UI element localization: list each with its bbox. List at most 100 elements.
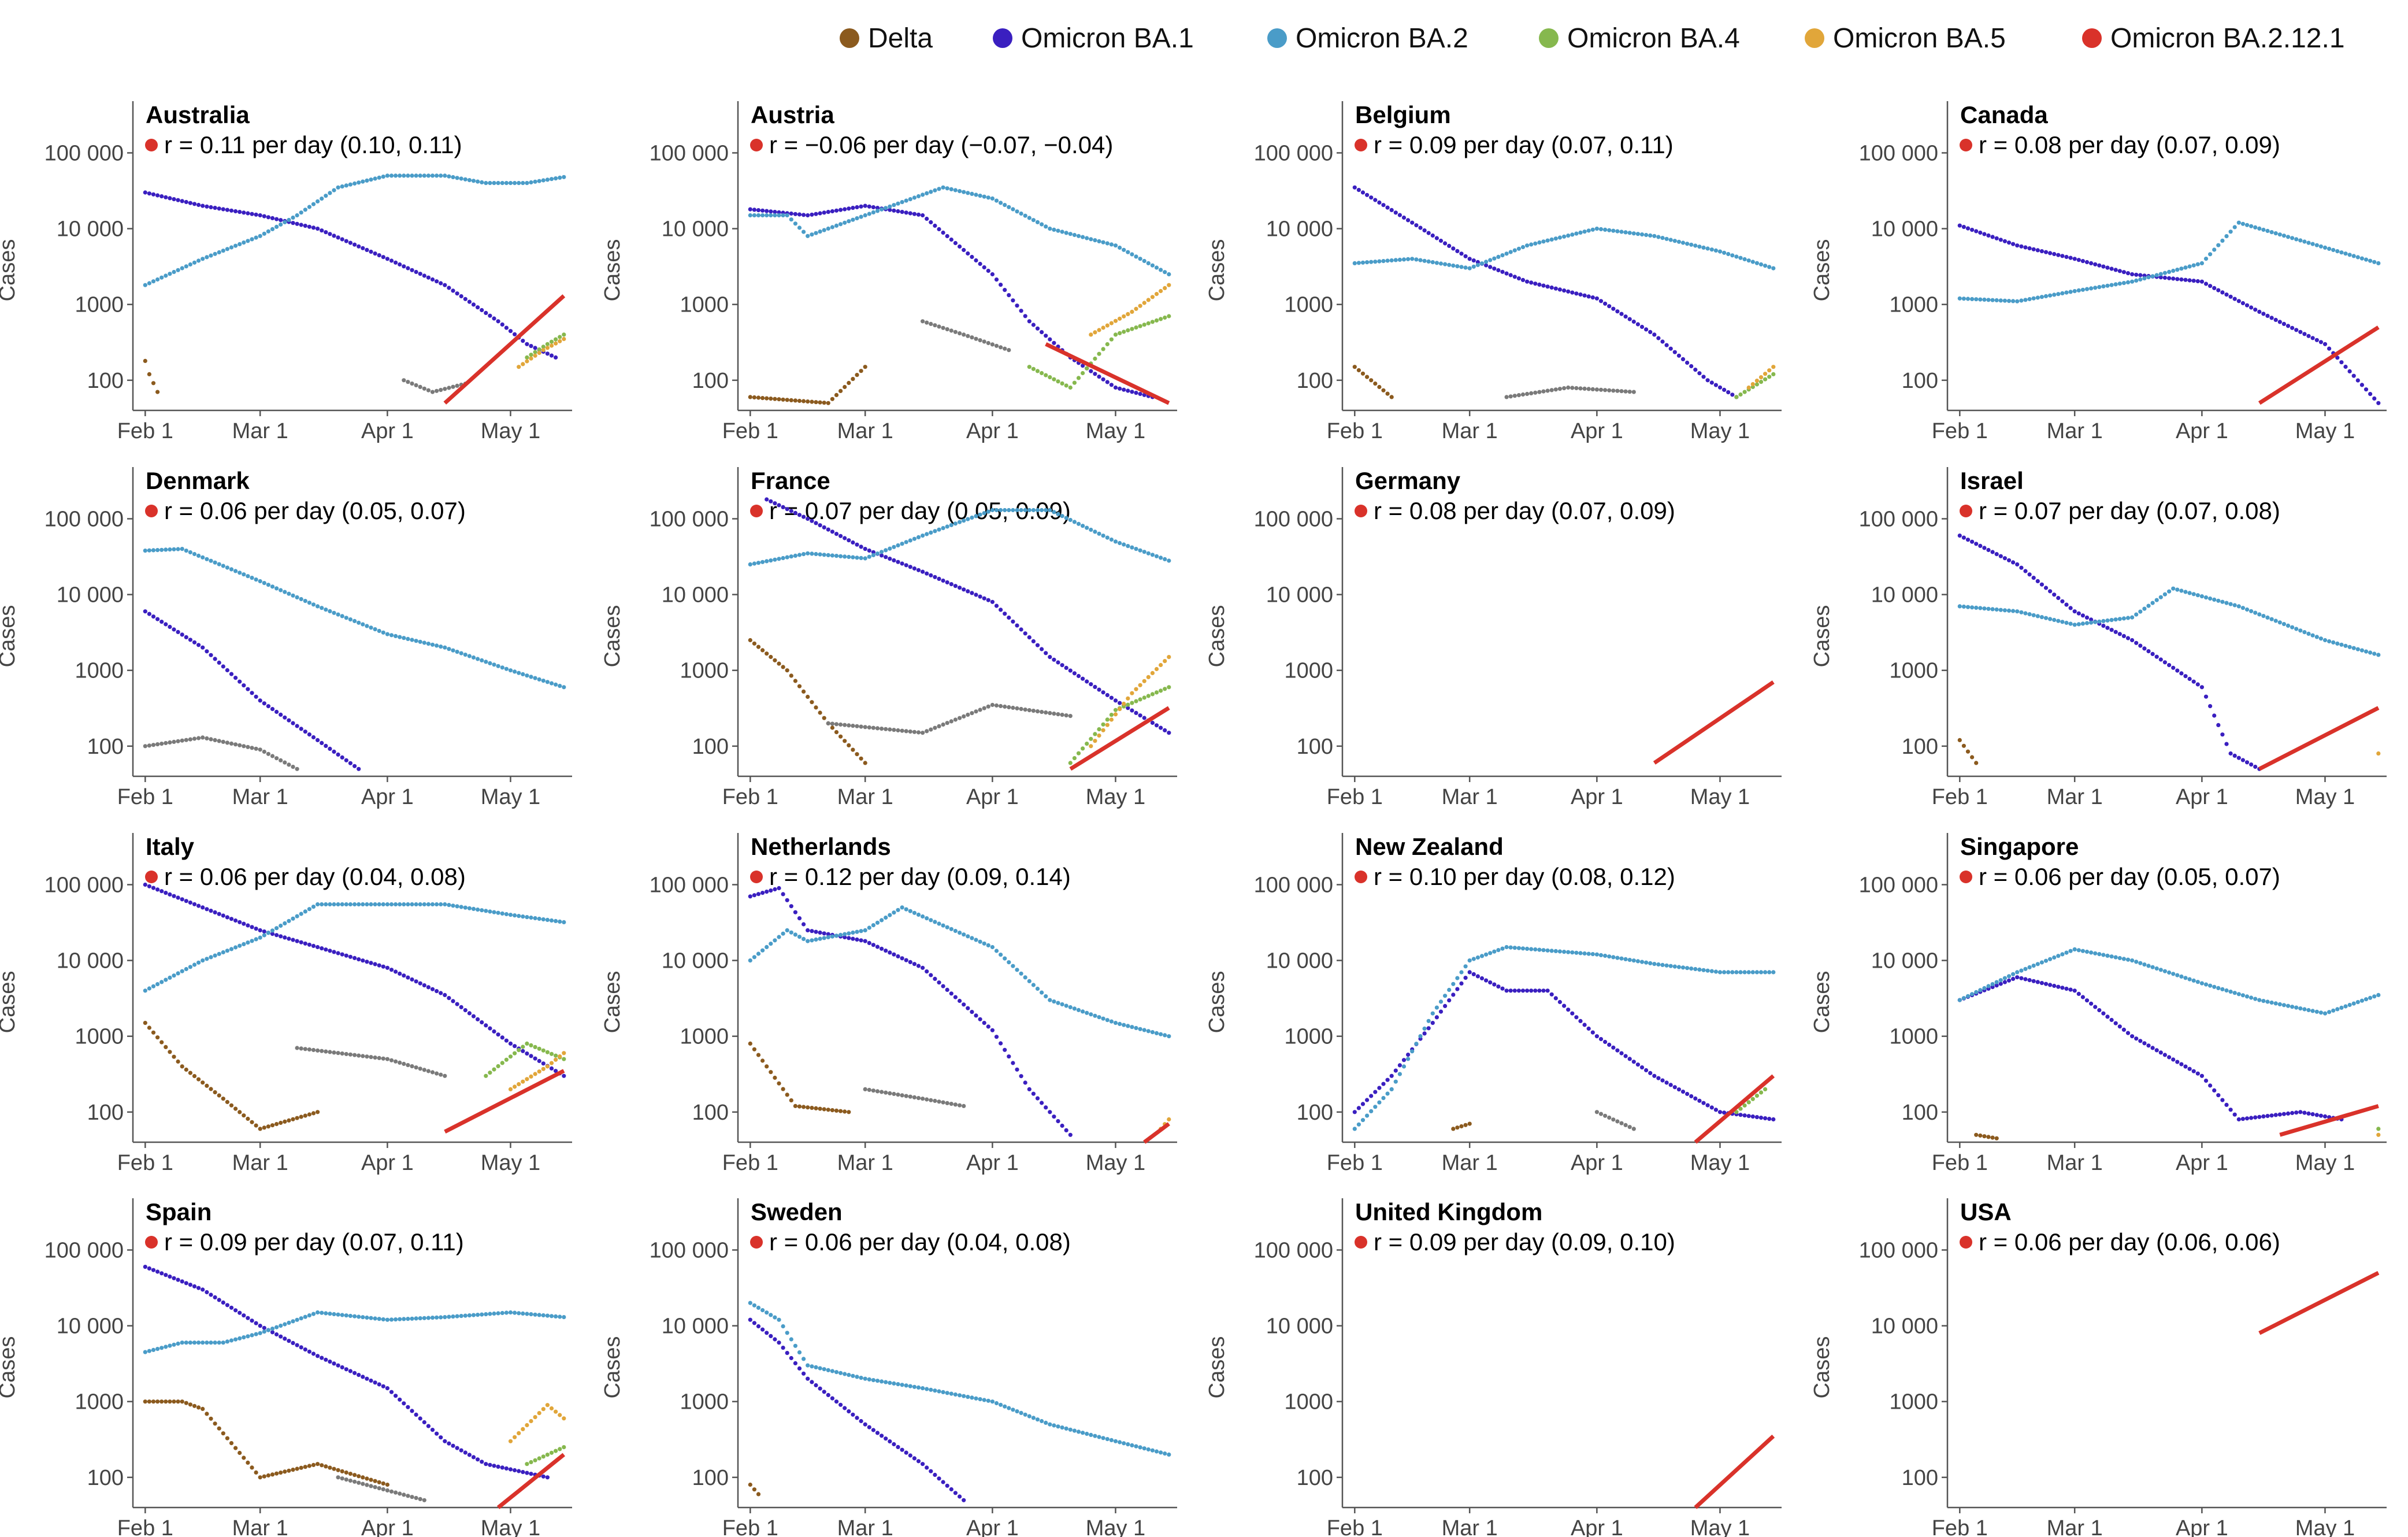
y-tick-label: 10 000	[1871, 583, 1938, 608]
data-point	[1660, 1078, 1665, 1083]
data-point	[810, 929, 814, 934]
data-point	[1533, 988, 1538, 993]
y-tick-label: 100 000	[1859, 507, 1938, 531]
data-point	[2372, 994, 2377, 999]
data-point	[863, 939, 867, 943]
data-point	[1040, 508, 1044, 513]
data-point	[962, 1394, 966, 1398]
data-point	[756, 1492, 761, 1497]
data-point	[2273, 1001, 2278, 1006]
data-point	[900, 905, 904, 910]
data-point	[1154, 265, 1159, 270]
data-point	[908, 909, 912, 913]
data-point	[1603, 1039, 1608, 1045]
data-point	[1113, 243, 1118, 248]
legend-marker	[1267, 28, 1287, 48]
data-point	[1150, 671, 1155, 675]
data-point	[1365, 1113, 1370, 1118]
series-delta	[748, 365, 867, 405]
data-point	[1438, 238, 1444, 243]
data-point	[143, 744, 147, 749]
data-point	[1381, 388, 1386, 392]
data-point	[1134, 254, 1138, 259]
data-point	[2257, 998, 2262, 1002]
data-point	[143, 882, 147, 887]
data-point	[554, 1053, 558, 1058]
data-point	[418, 1316, 422, 1321]
data-point	[172, 1342, 176, 1347]
data-point	[2183, 976, 2188, 980]
data-point	[1011, 1408, 1015, 1412]
data-point	[933, 1098, 937, 1103]
data-point	[1574, 291, 1579, 296]
data-point	[2060, 254, 2065, 258]
data-point	[859, 938, 863, 943]
data-point	[381, 175, 385, 179]
data-point	[1377, 259, 1382, 264]
data-point	[859, 929, 863, 934]
data-point	[529, 353, 533, 357]
data-point	[810, 232, 814, 237]
data-point	[1430, 1011, 1435, 1016]
data-point	[1007, 205, 1011, 209]
data-point	[471, 655, 476, 660]
data-point	[377, 1055, 381, 1060]
data-point	[789, 1337, 793, 1342]
data-point	[406, 1405, 410, 1409]
data-point	[2080, 995, 2085, 999]
data-point	[1048, 655, 1052, 660]
data-point	[1970, 297, 1975, 302]
data-point	[517, 1082, 521, 1087]
data-point	[221, 1431, 225, 1436]
data-point	[545, 917, 550, 922]
data-point	[562, 1445, 566, 1450]
data-point	[184, 899, 188, 903]
data-point	[299, 727, 303, 731]
series-other	[295, 1046, 447, 1078]
data-point	[381, 1317, 385, 1322]
data-point	[1767, 1117, 1772, 1121]
series-delta	[1957, 738, 1979, 765]
data-point	[2187, 278, 2192, 283]
data-point	[814, 1106, 818, 1110]
data-point	[1072, 1006, 1077, 1011]
data-point	[233, 243, 238, 248]
data-point	[291, 215, 295, 220]
data-point	[2216, 986, 2221, 990]
data-point	[168, 740, 172, 745]
data-point	[164, 891, 168, 895]
data-point	[962, 518, 966, 523]
x-tick-label: Apr 1	[966, 1151, 1019, 1175]
data-point	[1093, 356, 1097, 361]
data-point	[789, 1098, 793, 1103]
data-point	[192, 202, 197, 206]
legend-label: Omicron BA.2	[1296, 23, 1468, 54]
data-point	[2097, 619, 2102, 624]
data-point	[863, 761, 867, 765]
data-point	[504, 181, 509, 186]
panel-title: Spain	[146, 1198, 212, 1225]
data-point	[176, 1059, 180, 1064]
data-point	[1500, 269, 1505, 274]
x-tick-label: Mar 1	[1442, 1151, 1498, 1175]
data-point	[2175, 973, 2180, 977]
data-point	[1163, 728, 1167, 732]
data-point	[1150, 553, 1155, 557]
data-point	[1352, 1127, 1357, 1131]
data-point	[320, 228, 324, 233]
data-point	[1475, 955, 1480, 960]
data-point	[299, 223, 303, 227]
data-point	[1998, 238, 2003, 242]
data-point	[2343, 1004, 2348, 1009]
data-point	[1758, 262, 1764, 266]
data-point	[1763, 970, 1768, 975]
data-point	[336, 752, 340, 757]
data-point	[164, 547, 168, 552]
data-point	[381, 1384, 385, 1388]
data-point	[1072, 232, 1077, 238]
data-point	[2294, 328, 2299, 332]
data-point	[373, 1380, 377, 1385]
data-point	[781, 555, 785, 561]
